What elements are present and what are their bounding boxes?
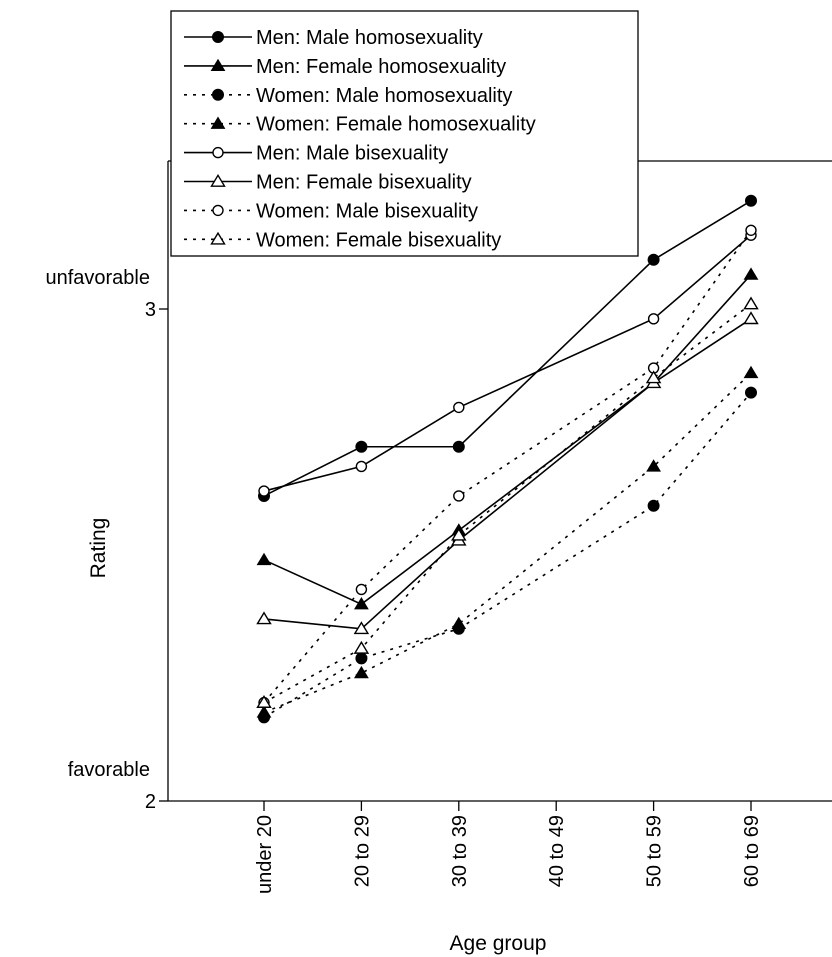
series-line-6 [263,318,752,630]
data-point-s2-c6 [743,267,759,280]
series-line-2 [263,274,752,606]
legend-label-4: Women: Female homosexuality [256,114,536,136]
x-tick-label: 20 to 29 [351,815,373,887]
legend-marker-5 [212,146,224,159]
data-point-s4-c5 [646,459,661,472]
series-line-3 [263,392,752,719]
series-line-5 [263,234,752,492]
data-point-s1-c5 [647,253,660,266]
x-axis-title: Age group [450,932,547,955]
data-point-s3-c6 [745,386,757,399]
y-annotation-label: unfavorable [45,267,150,289]
data-point-s8-c2 [353,640,370,654]
legend-label-1: Men: Male homosexuality [256,27,483,49]
series-line-7 [263,229,752,704]
data-point-s6-c2 [353,621,370,635]
series-lines [263,200,752,719]
legend-box [170,10,639,257]
y-tick-label: 3 [145,299,156,321]
data-point-s8-c6 [743,296,759,310]
data-point-s5-c3 [453,401,465,414]
x-tick-label: 40 to 49 [546,815,568,887]
legend-marker-7 [212,204,224,217]
legend-marker-4 [210,116,226,129]
data-point-s5-c1 [258,485,270,497]
data-point-s1-c3 [452,440,465,453]
legend-marker-3 [212,88,224,101]
legend-label-8: Women: Female bisexuality [256,229,501,251]
data-point-s8-c1 [256,695,272,708]
x-tick-label: 60 to 69 [741,815,763,887]
series-line-8 [263,303,752,704]
legend-marker-1 [212,31,224,43]
data-point-s3-c5 [647,499,660,512]
legend-marker-2 [210,58,226,72]
y-axis-title: Rating [87,518,110,579]
data-point-s7-c3 [453,490,465,502]
data-point-s2-c2 [354,597,369,610]
data-point-s4-c1 [256,705,272,718]
data-point-s7-c6 [745,224,757,236]
data-point-s4-c6 [743,365,759,379]
y-annotation-label: favorable [68,759,150,781]
legend-label-7: Women: Male bisexuality [256,200,478,222]
axes: 2 3 favorable unfavorable under 20 20 to 29 30… [45,160,832,955]
x-tick-label: 50 to 59 [644,815,666,887]
data-point-s4-c2 [354,665,369,679]
data-point-s8-c5 [645,370,662,384]
y-tick-label: 2 [145,791,156,813]
data-point-s2-c1 [256,552,272,566]
legend: Men: Male homosexuality Men: Female homos… [170,10,639,257]
series-markers [256,194,759,724]
x-tick-label: under 20 [254,815,276,894]
data-point-s5-c5 [647,313,660,325]
data-point-s8-c3 [451,527,467,541]
data-point-s4-c3 [451,616,467,630]
data-point-s7-c2 [355,583,368,596]
x-tick-label: 30 to 39 [449,815,471,887]
data-point-s6-c6 [743,311,759,325]
data-point-s6-c1 [256,611,272,625]
legend-label-6: Men: Female bisexuality [256,172,472,194]
legend-label-2: Men: Female homosexuality [256,56,506,78]
data-point-s5-c2 [355,460,368,473]
data-point-s1-c6 [745,194,757,207]
legend-label-3: Women: Male homosexuality [256,85,512,107]
data-point-s3-c2 [355,652,368,665]
legend-marker-8 [210,231,226,245]
data-point-s1-c2 [355,440,368,453]
legend-marker-6 [210,173,226,187]
legend-label-5: Men: Male bisexuality [256,143,448,165]
